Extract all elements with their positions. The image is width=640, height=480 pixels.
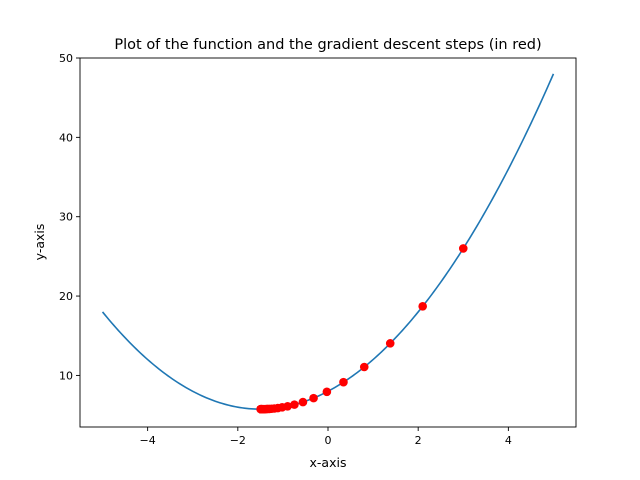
- x-tick-label: 2: [415, 434, 422, 447]
- y-axis-ticks: 10 20 30 40 50: [59, 52, 80, 382]
- descent-step-point: [256, 404, 265, 414]
- x-tick-label: 4: [505, 434, 512, 447]
- y-tick-label: 40: [59, 131, 73, 144]
- y-tick-label: 30: [59, 211, 73, 224]
- gradient-descent-steps: [256, 244, 468, 414]
- descent-step-point: [322, 387, 332, 397]
- y-tick-label: 20: [59, 290, 73, 303]
- x-tick-label: −4: [140, 434, 156, 447]
- descent-step-point: [290, 400, 299, 409]
- y-axis-label: y-axis: [32, 224, 47, 261]
- descent-step-point: [385, 339, 395, 348]
- descent-step-point: [418, 302, 427, 311]
- y-tick-label: 10: [59, 369, 73, 382]
- x-axis-ticks: −4 −2 0 2 4: [140, 427, 512, 447]
- axes-frame: [79, 57, 577, 428]
- x-tick-label: 0: [325, 434, 332, 447]
- descent-step-point: [298, 397, 308, 407]
- x-axis-label: x-axis: [310, 455, 347, 470]
- descent-step-point: [339, 377, 348, 387]
- plot-area: [101, 73, 555, 414]
- y-tick-label: 50: [59, 52, 73, 65]
- chart-title: Plot of the function and the gradient de…: [114, 37, 541, 53]
- descent-step-point: [309, 393, 318, 403]
- descent-step-point: [359, 362, 369, 372]
- x-tick-label: −2: [230, 434, 246, 447]
- descent-step-point: [458, 244, 468, 253]
